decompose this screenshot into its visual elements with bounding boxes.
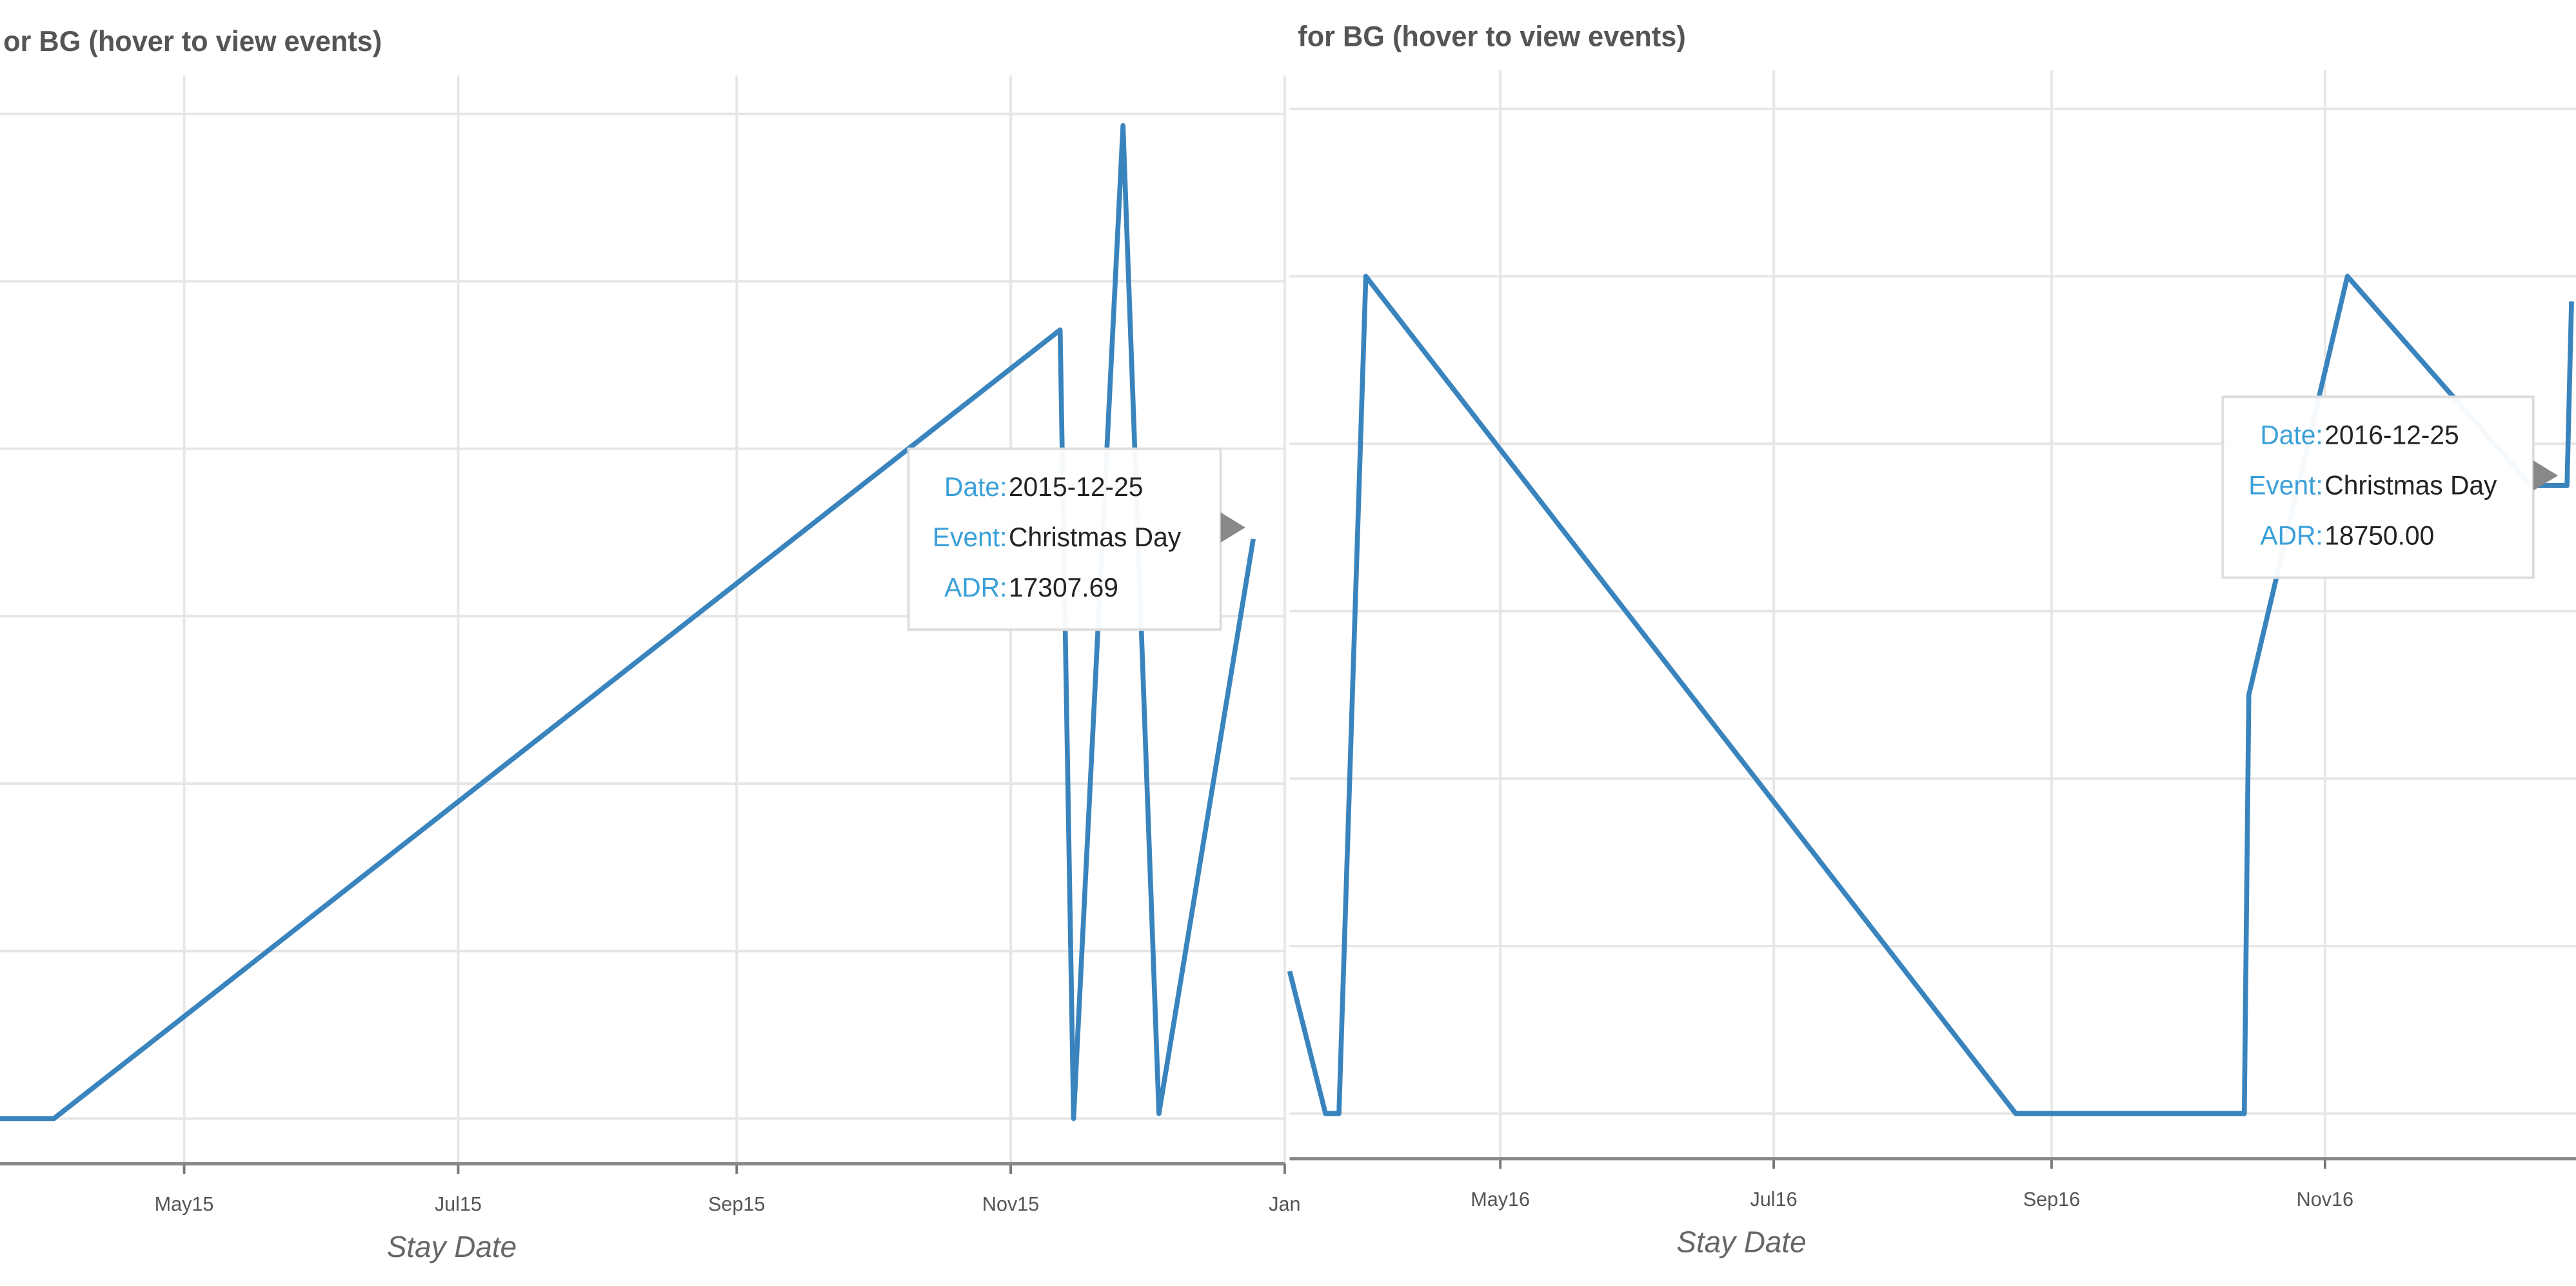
tooltip-value: Christmas Day — [1009, 522, 1182, 552]
x-axis-label: Stay Date — [387, 1230, 517, 1263]
tooltip-arrow — [1220, 512, 1245, 543]
x-tick-label: Nov15 — [982, 1192, 1039, 1215]
x-tick-label: May16 — [1471, 1188, 1530, 1211]
tooltip-box — [2221, 395, 2535, 579]
x-axis-label: Stay Date — [1676, 1225, 1806, 1258]
tooltip-box — [907, 447, 1222, 631]
tooltip-value: Christmas Day — [2324, 470, 2497, 500]
tooltip-key: Event: — [2248, 470, 2323, 500]
data-line — [1287, 273, 2574, 1116]
x-tick-label: Nov16 — [2297, 1188, 2353, 1211]
tooltip-value: 2016-12-25 — [2324, 420, 2459, 450]
x-tick-label: Sep15 — [708, 1192, 765, 1215]
chart-title: or BG (hover to view events) — [3, 26, 382, 57]
tooltip-key: ADR: — [944, 573, 1007, 602]
tooltip-key: Date: — [2260, 420, 2323, 450]
chart-panel: for BG (hover to view events) May16 Jul16 S… — [1287, 21, 2576, 1259]
tooltip-arrow — [2533, 460, 2558, 491]
x-tick-label: Sep16 — [2023, 1188, 2080, 1211]
chart-title: for BG (hover to view events) — [1298, 21, 1685, 52]
chart-panel: or BG (hover to view events) May15 Jul15 Se… — [0, 26, 1301, 1263]
tooltip-key: ADR: — [2260, 520, 2323, 550]
x-tick-label: Jul15 — [435, 1192, 482, 1215]
x-tick-label: Jan — [1269, 1192, 1300, 1215]
tooltip-value: 17307.69 — [1009, 573, 1118, 602]
tooltip-value: 18750.00 — [2324, 520, 2434, 550]
tooltip-key: Event: — [933, 522, 1007, 552]
data-line — [0, 123, 1256, 1122]
tooltip-key: Date: — [944, 472, 1007, 502]
x-tick-label: May15 — [155, 1192, 214, 1215]
x-tick-label: Jul16 — [1750, 1188, 1798, 1211]
tooltip-value: 2015-12-25 — [1009, 472, 1143, 502]
